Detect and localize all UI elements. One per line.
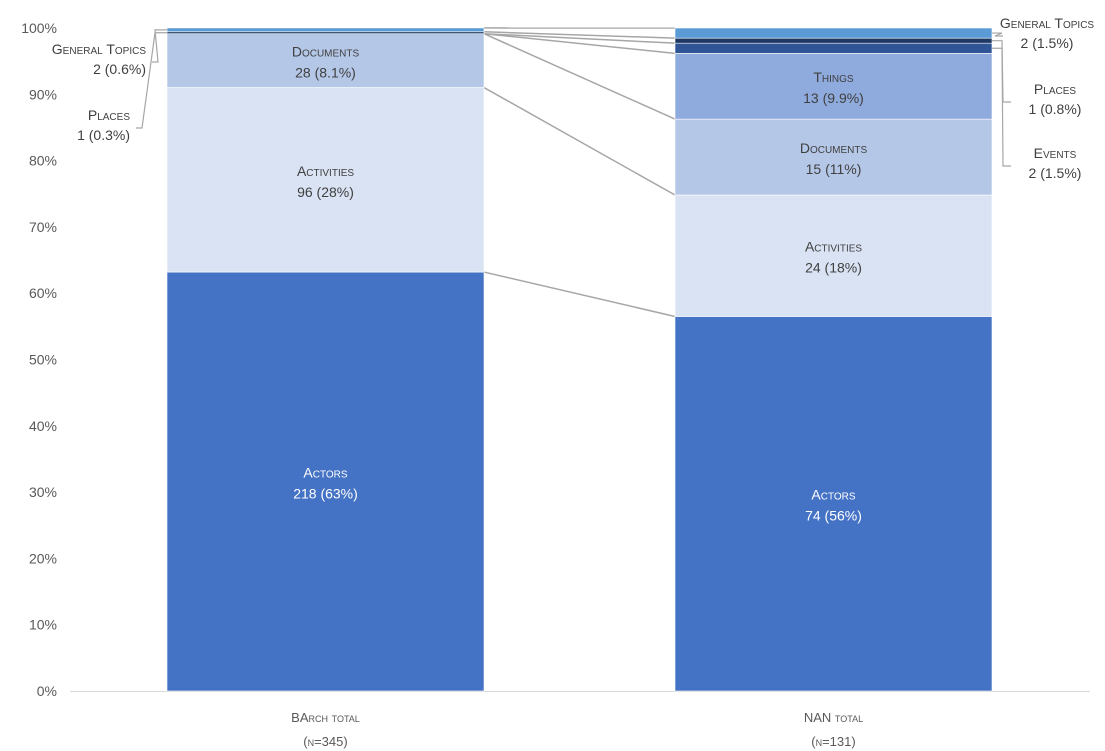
bar-segment-general-topics [166,27,485,33]
y-tick-label: 20% [29,550,57,566]
callout-value-label: 2 (1.5%) [1029,165,1082,181]
callout-general-topics: General Topics 2 (1.5%) [992,15,1094,51]
y-tick-label: 90% [29,86,57,102]
callout-general-topics: General Topics 2 (0.6%) [52,29,167,77]
callout-events: Events 2 (1.5%) [992,47,1082,181]
connector-line-documents [483,33,676,120]
category-sub-label: (n=345) [303,734,347,749]
y-tick-label: 80% [29,153,57,169]
segment-value-label: 15 (11%) [806,161,862,177]
y-tick-label: 30% [29,484,57,500]
callout-places: Places 1 (0.8%) [992,40,1082,117]
bar-segment-things [674,53,993,120]
y-tick-label: 40% [29,418,57,434]
callout-labels: General Topics 2 (0.6%) Places 1 (0.3%) Gene… [52,15,1095,181]
y-tick-label: 100% [21,20,57,36]
segment-labels: Actors 218 (63%) Actors 74 (56%) Activities 9… [292,44,868,524]
segment-name-label: Documents [292,44,360,60]
segment-name-label: Actors [811,487,855,503]
callout-name-label: Places [1034,81,1076,97]
callout-name-label: General Topics [1000,15,1095,31]
x-axis-categories: BArch total (n=345) NAN total (n=131) [291,710,863,749]
segment-value-label: 218 (63%) [293,486,358,502]
segment-name-label: Things [813,69,854,85]
category-sub-label: (n=131) [811,734,855,749]
series-connector-lines [483,27,676,318]
y-tick-label: 70% [29,219,57,235]
bar-segment-general-topics [674,27,993,39]
bar-segment-actors [674,316,993,692]
bar-segment-actors [166,271,485,692]
callout-leader-line [992,32,1003,37]
bar-segment-places [674,37,993,44]
category-label: NAN total [804,710,863,725]
callout-value-label: 2 (0.6%) [93,61,146,77]
callout-value-label: 1 (0.8%) [1029,101,1082,117]
connector-line-places [483,31,676,39]
callout-leader-line [152,29,167,63]
bar-segment-documents [674,118,993,196]
bar-segment-activities [166,87,485,273]
callout-name-label: Events [1034,145,1077,161]
y-tick-label: 0% [37,683,57,699]
bars [166,27,993,692]
segment-value-label: 24 (18%) [805,260,862,276]
callout-value-label: 2 (1.5%) [1021,35,1074,51]
y-tick-label: 50% [29,352,57,368]
category-label: BArch total [291,710,360,725]
callout-leader-line [992,47,1011,167]
connector-line-events [483,32,676,44]
segment-value-label: 13 (9.9%) [803,90,864,106]
y-tick-label: 10% [29,617,57,633]
callout-name-label: General Topics [52,41,147,57]
bar-segment-activities [674,194,993,317]
segment-name-label: Activities [297,163,354,179]
callout-leader-line [136,32,167,129]
bar-segment-documents [166,33,485,88]
y-tick-label: 60% [29,285,57,301]
segment-value-label: 96 (28%) [297,184,354,200]
bar-segment-events [674,42,993,54]
segment-name-label: Activities [805,239,862,255]
connector-line-things [483,32,676,55]
y-axis: 0% 10% 20% 30% 40% 50% 60% 70% 80% 90% 100% [21,20,1090,699]
callout-places: Places 1 (0.3%) [77,32,167,143]
connector-line-activities [483,86,676,196]
segment-value-label: 74 (56%) [805,508,862,524]
segment-name-label: Actors [303,465,347,481]
callout-name-label: Places [88,107,130,123]
segment-value-label: 28 (8.1%) [295,65,356,81]
callout-value-label: 1 (0.3%) [77,127,130,143]
segment-name-label: Documents [800,140,868,156]
connector-line-actors [483,271,676,318]
